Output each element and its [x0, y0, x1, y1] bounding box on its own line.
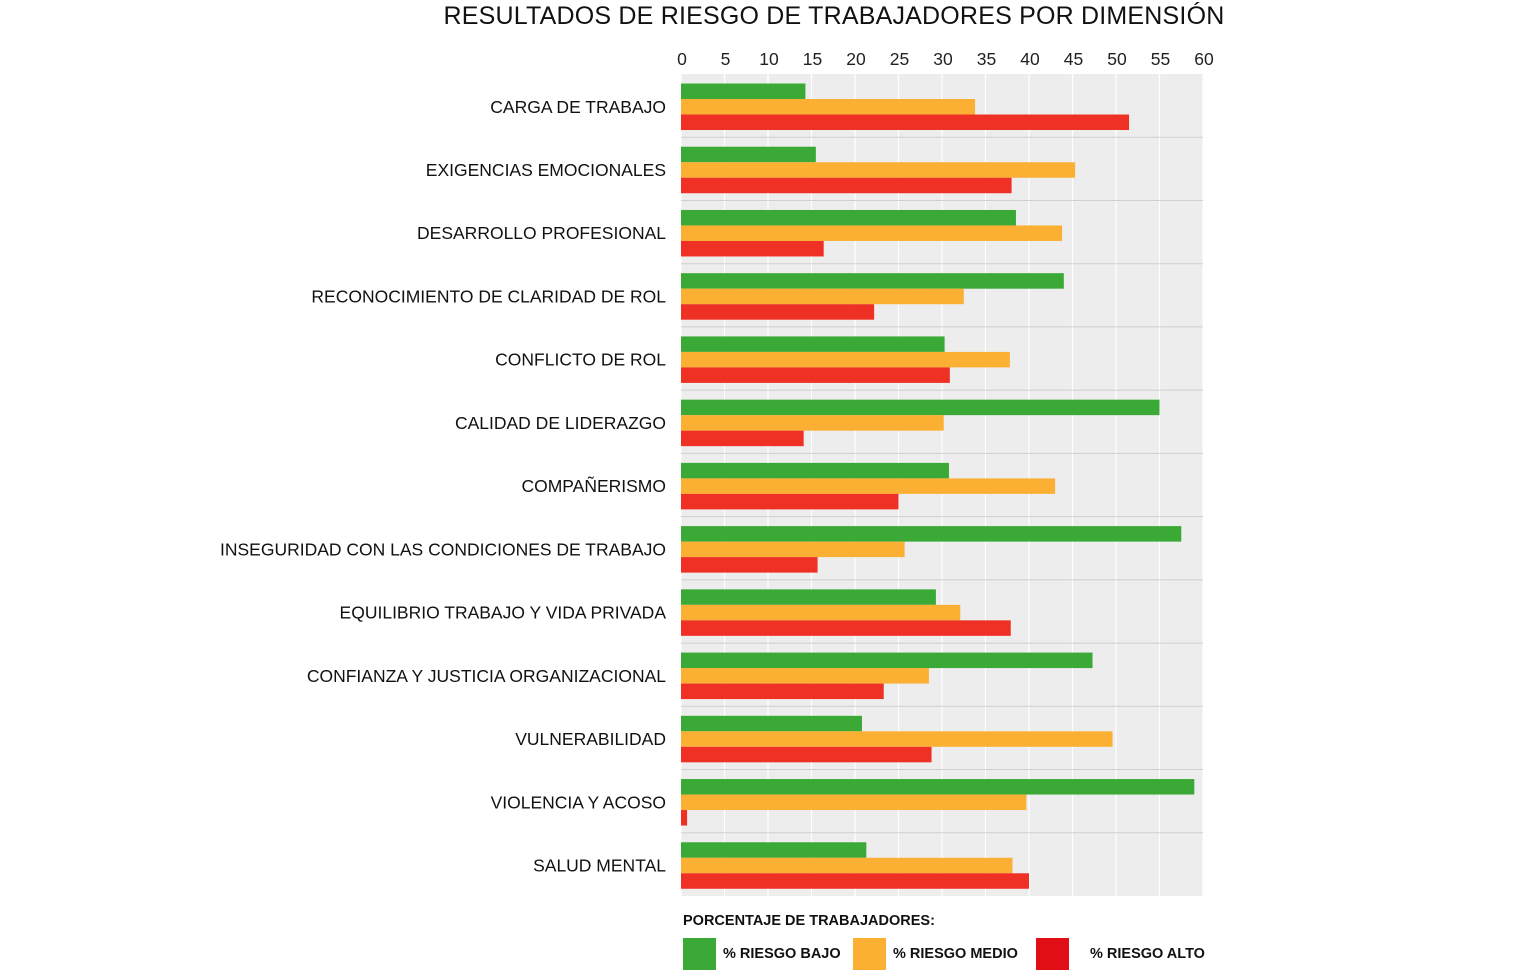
x-tick-label-30: 30: [933, 49, 953, 69]
bar-riesgo-alto-desarrollo-profesional: [681, 240, 824, 257]
category-label-calidad-de-liderazgo: CALIDAD DE LIDERAZGO: [455, 413, 666, 433]
legend-swatch-riesgo-bajo: [683, 938, 716, 970]
bar-riesgo-medio-conflicto-de-rol: [681, 351, 1010, 368]
category-label-equilibrio-trabajo-y-vida-privada: EQUILIBRIO TRABAJO Y VIDA PRIVADA: [340, 603, 667, 623]
category-label-exigencias-emocionales: EXIGENCIAS EMOCIONALES: [426, 160, 666, 180]
category-label-conflicto-de-rol: CONFLICTO DE ROL: [495, 350, 666, 370]
legend-label-riesgo-medio: % RIESGO MEDIO: [893, 946, 1018, 962]
bar-riesgo-bajo-reconocimiento-de-claridad-de-rol: [681, 273, 1064, 289]
x-tick-label-15: 15: [803, 49, 822, 69]
bar-riesgo-bajo-violencia-y-acoso: [681, 779, 1195, 795]
bar-riesgo-alto-conflicto-de-rol: [681, 367, 950, 383]
bar-chart: 0 5 10 15 20 25 30 35 40 45 50 55 60 CARGA DE TRABAJ…: [220, 49, 1214, 896]
bar-riesgo-alto-carga-de-trabajo: [681, 114, 1130, 130]
category-label-confianza-y-justicia-organizacional: CONFIANZA Y JUSTICIA ORGANIZACIONAL: [307, 666, 666, 686]
bar-riesgo-alto-confianza-y-justicia-organizacional: [681, 683, 884, 700]
x-tick-label-20: 20: [846, 49, 866, 69]
bar-riesgo-medio-companerismo: [681, 478, 1056, 494]
bar-riesgo-bajo-conflicto-de-rol: [681, 336, 945, 352]
bar-riesgo-bajo-carga-de-trabajo: [681, 83, 806, 99]
x-tick-label-0: 0: [677, 49, 687, 69]
bar-riesgo-bajo-exigencias-emocionales: [681, 146, 816, 163]
x-tick-label-35: 35: [977, 49, 996, 69]
bar-riesgo-alto-equilibrio-trabajo-y-vida-privada: [681, 620, 1011, 636]
bar-riesgo-bajo-calidad-de-liderazgo: [681, 399, 1160, 416]
x-tick-label-10: 10: [759, 49, 779, 69]
legend-swatch-riesgo-alto: [1036, 938, 1069, 970]
bar-riesgo-medio-salud-mental: [681, 857, 1013, 874]
category-label-salud-mental: SALUD MENTAL: [533, 856, 666, 876]
bar-riesgo-medio-carga-de-trabajo: [681, 99, 976, 115]
bar-riesgo-medio-exigencias-emocionales: [681, 162, 1076, 178]
category-label-carga-de-trabajo: CARGA DE TRABAJO: [490, 97, 666, 117]
bar-riesgo-bajo-equilibrio-trabajo-y-vida-privada: [681, 589, 936, 605]
bar-riesgo-medio-equilibrio-trabajo-y-vida-privada: [681, 604, 961, 621]
x-tick-label-40: 40: [1020, 49, 1040, 69]
bar-riesgo-medio-violencia-y-acoso: [681, 794, 1027, 811]
bar-riesgo-medio-calidad-de-liderazgo: [681, 415, 944, 431]
bar-riesgo-alto-reconocimiento-de-claridad-de-rol: [681, 304, 875, 320]
bar-riesgo-bajo-companerismo: [681, 462, 949, 479]
bar-riesgo-alto-violencia-y-acoso: [681, 810, 688, 826]
bar-riesgo-bajo-salud-mental: [681, 842, 867, 858]
bar-riesgo-bajo-desarrollo-profesional: [681, 209, 1016, 226]
category-label-reconocimiento-de-claridad-de-rol: RECONOCIMIENTO DE CLARIDAD DE ROL: [311, 286, 666, 306]
bar-riesgo-bajo-confianza-y-justicia-organizacional: [681, 652, 1093, 669]
category-label-vulnerabilidad: VULNERABILIDAD: [515, 729, 666, 749]
category-label-desarrollo-profesional: DESARROLLO PROFESIONAL: [417, 223, 666, 243]
x-tick-label-25: 25: [890, 49, 909, 69]
bar-riesgo-alto-calidad-de-liderazgo: [681, 430, 804, 447]
bar-riesgo-bajo-vulnerabilidad: [681, 715, 862, 732]
category-label-inseguridad-con-las-condiciones-de-trabajo: INSEGURIDAD CON LAS CONDICIONES DE TRABA…: [220, 539, 666, 559]
bar-riesgo-medio-vulnerabilidad: [681, 731, 1113, 747]
bar-riesgo-alto-inseguridad-con-las-condiciones-de-trabajo: [681, 557, 818, 573]
bar-riesgo-alto-companerismo: [681, 493, 899, 510]
x-tick-label-45: 45: [1064, 49, 1083, 69]
bar-riesgo-medio-desarrollo-profesional: [681, 225, 1063, 241]
bar-riesgo-bajo-inseguridad-con-las-condiciones-de-trabajo: [681, 526, 1182, 542]
chart-title: RESULTADOS DE RIESGO DE TRABAJADORES POR…: [443, 2, 1225, 30]
bar-riesgo-alto-vulnerabilidad: [681, 746, 932, 763]
x-tick-label-50: 50: [1107, 49, 1127, 69]
chart-title-bar: RESULTADOS DE RIESGO DE TRABAJADORES POR…: [0, 0, 1540, 34]
bar-riesgo-alto-exigencias-emocionales: [681, 177, 1012, 194]
x-tick-label-60: 60: [1194, 49, 1214, 69]
category-label-violencia-y-acoso: VIOLENCIA Y ACOSO: [491, 792, 666, 812]
bar-riesgo-medio-inseguridad-con-las-condiciones-de-trabajo: [681, 541, 905, 558]
bar-riesgo-medio-confianza-y-justicia-organizacional: [681, 668, 929, 684]
legend-label-riesgo-bajo: % RIESGO BAJO: [723, 946, 841, 962]
legend-swatch-riesgo-medio: [853, 938, 886, 970]
x-tick-label-55: 55: [1151, 49, 1170, 69]
bar-riesgo-alto-salud-mental: [681, 873, 1029, 889]
bar-riesgo-medio-reconocimiento-de-claridad-de-rol: [681, 288, 964, 305]
legend-title: PORCENTAJE DE TRABAJADORES:: [683, 913, 935, 929]
category-label-companerismo: COMPAÑERISMO: [521, 475, 666, 496]
x-tick-label-5: 5: [721, 49, 731, 69]
legend-label-riesgo-alto: % RIESGO ALTO: [1090, 946, 1205, 962]
